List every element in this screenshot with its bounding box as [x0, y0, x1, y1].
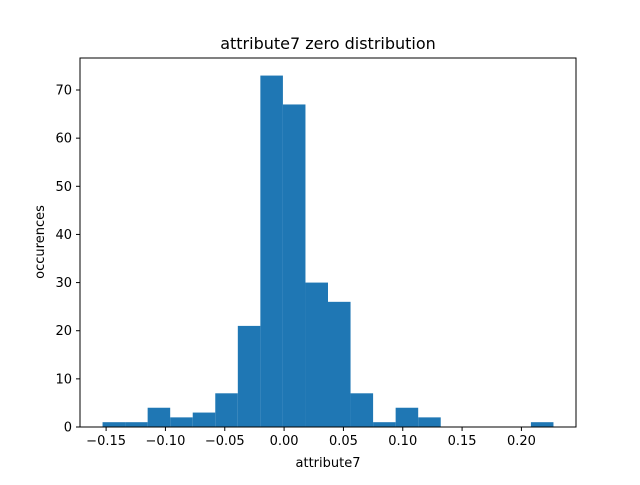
- x-axis-ticks: −0.15 −0.10 −0.05 0.00 0.05 0.10 0.15 0.20: [86, 427, 536, 449]
- y-tick-label: 50: [55, 180, 72, 195]
- histogram-bar: [102, 422, 126, 427]
- y-tick-label: 0: [64, 421, 72, 436]
- x-tick-label: −0.10: [146, 434, 186, 449]
- x-tick-label: 0.00: [270, 434, 299, 449]
- histogram-bar: [125, 422, 148, 427]
- y-tick-label: 40: [55, 228, 72, 243]
- y-tick-label: 60: [55, 132, 72, 147]
- y-tick-label: 20: [55, 324, 72, 339]
- histogram-bar: [350, 393, 374, 427]
- x-axis-label: attribute7: [296, 456, 361, 471]
- histogram-bar: [328, 301, 351, 427]
- bars-layer: [102, 75, 554, 428]
- y-tick-label: 10: [55, 372, 72, 387]
- chart-title: attribute7 zero distribution: [220, 34, 436, 53]
- histogram-bar: [418, 417, 441, 427]
- histogram-bar: [530, 422, 554, 427]
- histogram-bar: [170, 417, 193, 427]
- x-tick-label: 0.10: [388, 434, 417, 449]
- y-tick-label: 70: [55, 84, 72, 99]
- x-tick-label: −0.05: [205, 434, 245, 449]
- histogram-bar: [215, 393, 238, 427]
- y-tick-label: 30: [55, 276, 72, 291]
- histogram-bar: [395, 407, 419, 427]
- histogram-bar: [147, 407, 171, 427]
- histogram-bar: [260, 75, 283, 427]
- x-tick-label: −0.15: [86, 434, 126, 449]
- histogram-bar: [282, 104, 306, 428]
- y-axis-ticks: 0 10 20 30 40 50 60 70: [55, 84, 80, 436]
- x-tick-label: 0.05: [329, 434, 358, 449]
- x-tick-label: 0.20: [507, 434, 536, 449]
- histogram-bar: [373, 422, 396, 427]
- plot-area-frame: [79, 57, 577, 428]
- x-tick-label: 0.15: [448, 434, 477, 449]
- histogram-bar: [305, 282, 328, 427]
- y-axis-label: occurences: [33, 205, 48, 279]
- histogram-bar: [237, 325, 261, 427]
- histogram-bar: [192, 412, 216, 427]
